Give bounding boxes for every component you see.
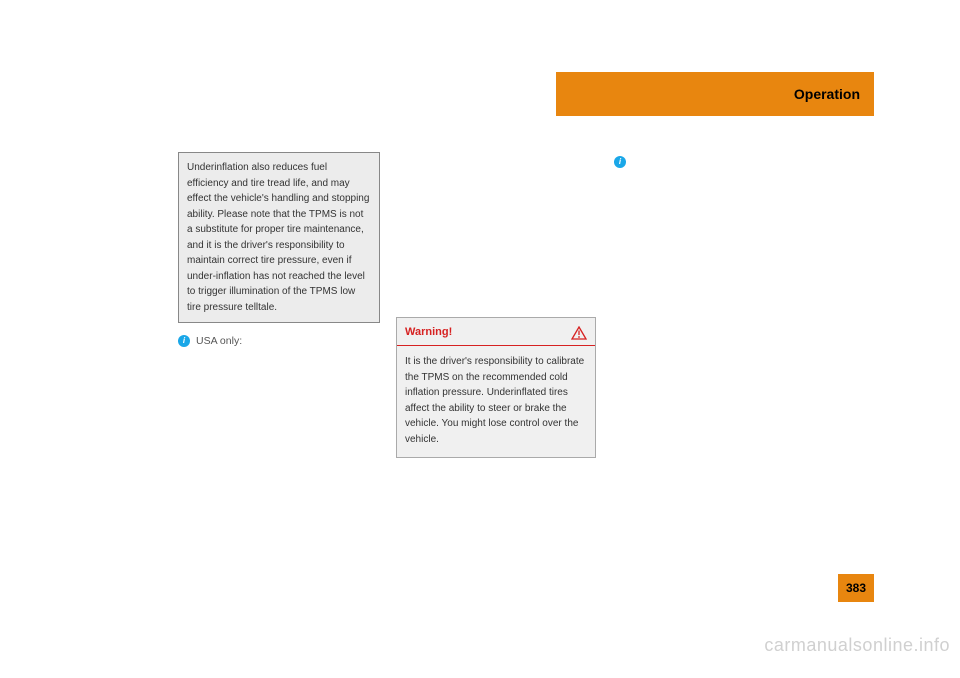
warning-triangle-icon: [571, 326, 587, 340]
column-1: Underinflation also reduces fuel efficie…: [178, 152, 380, 349]
warning-body: It is the driver's responsibility to cal…: [397, 346, 595, 457]
info-icon: i: [178, 335, 190, 347]
warning-header: Warning!: [397, 318, 595, 345]
info-box-underinflation: Underinflation also reduces fuel efficie…: [178, 152, 380, 323]
info-icon: i: [614, 156, 626, 168]
page: Operation Underinflation also reduces fu…: [0, 0, 960, 678]
watermark: carmanualsonline.info: [764, 635, 950, 656]
column-3: i: [614, 152, 808, 170]
header-title: Operation: [794, 86, 860, 102]
page-number-box: 383: [838, 574, 874, 602]
info-bullet-row: i USA only:: [178, 333, 380, 349]
warning-title: Warning!: [405, 324, 452, 341]
header-bar: Operation: [556, 72, 874, 116]
warning-box: Warning! It is the driver's responsibili…: [396, 317, 596, 458]
info-bullet-text: USA only:: [196, 333, 380, 349]
column-2: Warning! It is the driver's responsibili…: [396, 152, 596, 458]
spacer: [396, 152, 596, 307]
info-bullet-text: [632, 154, 808, 170]
info-bullet-row: i: [614, 154, 808, 170]
page-number: 383: [846, 581, 866, 595]
